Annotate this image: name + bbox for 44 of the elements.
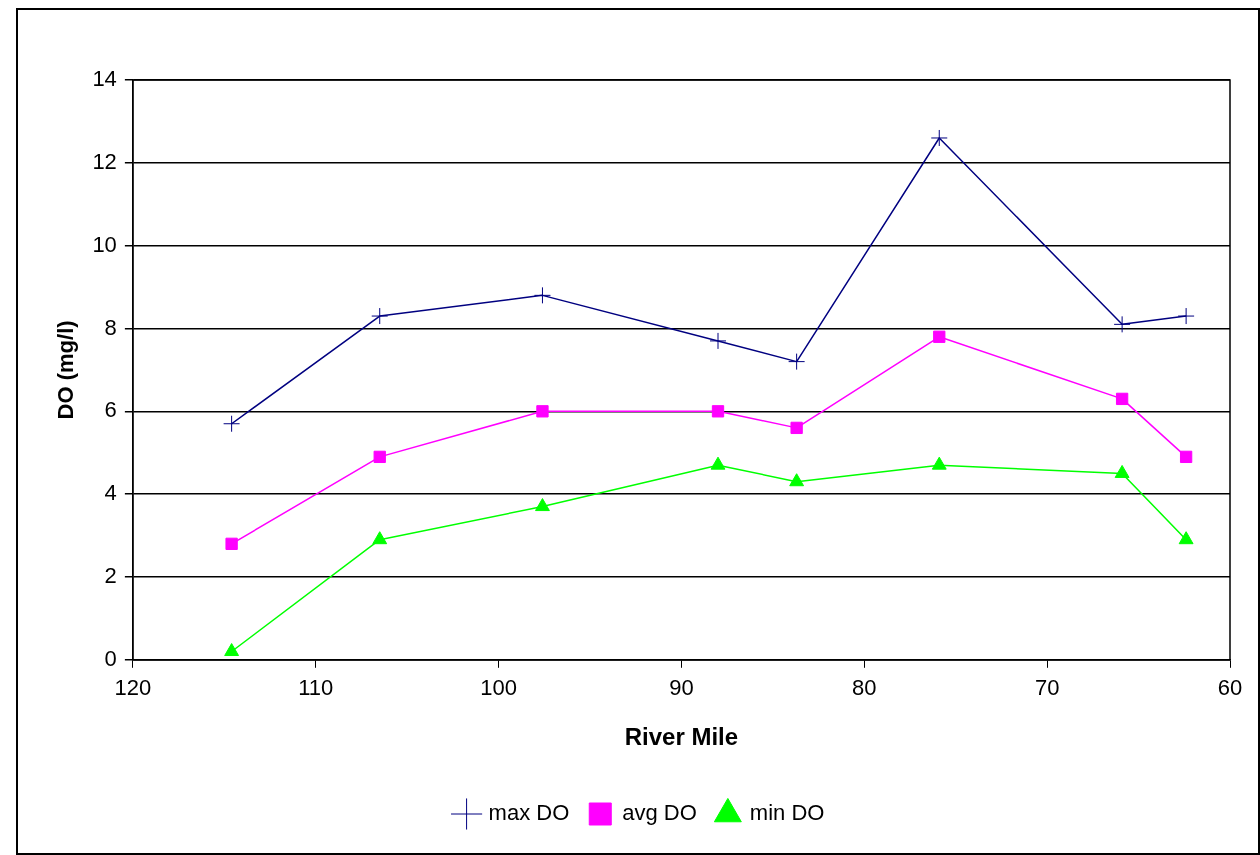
point [224, 643, 240, 657]
point [930, 129, 948, 147]
y-tick-label: 10 [92, 231, 117, 257]
point [1115, 392, 1129, 406]
point [225, 537, 238, 550]
point [372, 531, 388, 545]
y-axis-title: DO (mg/l) [53, 320, 79, 420]
x-tick-label: 90 [669, 675, 694, 701]
point [933, 330, 946, 343]
point [223, 415, 241, 433]
x-tick-label: 100 [480, 675, 517, 701]
point [1177, 307, 1195, 325]
point [710, 456, 726, 470]
point [1113, 315, 1131, 333]
legend-label: min DO [749, 800, 825, 826]
y-tick-label: 12 [92, 148, 117, 174]
point [789, 473, 805, 487]
point [788, 353, 806, 371]
y-tick-label: 4 [104, 480, 117, 506]
x-tick-label: 110 [298, 675, 334, 701]
x-axis-title: River Mile [624, 723, 739, 751]
point [373, 450, 386, 464]
point [790, 421, 803, 435]
point [535, 498, 550, 512]
legend-label: max DO [488, 800, 570, 826]
point [709, 332, 727, 350]
y-tick-label: 6 [104, 397, 117, 423]
y-tick-label: 8 [104, 314, 117, 340]
point [533, 286, 551, 304]
point [1178, 531, 1194, 545]
x-tick-label: 120 [114, 675, 152, 701]
legend-label: avg DO [622, 800, 697, 826]
point [711, 405, 725, 418]
y-tick-label: 0 [104, 645, 117, 671]
x-tick-label: 70 [1034, 675, 1060, 701]
point [536, 405, 549, 418]
point [371, 307, 389, 325]
x-tick-label: 60 [1217, 675, 1243, 701]
y-tick-label: 14 [92, 66, 117, 92]
x-tick-label: 80 [852, 675, 877, 701]
point [931, 456, 947, 470]
point [1114, 464, 1130, 478]
point [1179, 450, 1193, 464]
y-tick-label: 2 [104, 563, 117, 589]
